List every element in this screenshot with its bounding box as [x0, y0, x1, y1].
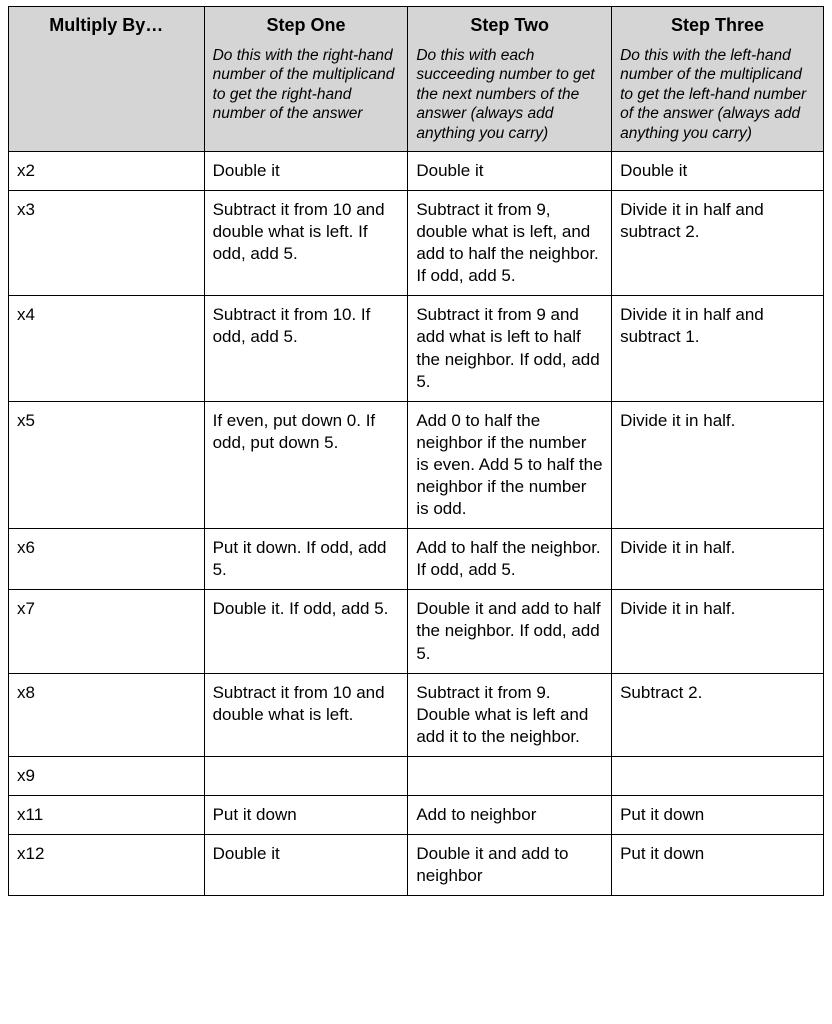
- cell-step-one: Subtract it from 10 and double what is l…: [204, 190, 408, 295]
- cell-step-three: [612, 756, 824, 795]
- table-row: x9: [9, 756, 824, 795]
- cell-step-three: Divide it in half.: [612, 590, 824, 673]
- cell-step-one: If even, put down 0. If odd, put down 5.: [204, 401, 408, 528]
- cell-multiplier: x6: [9, 529, 205, 590]
- header-title: Step Two: [416, 15, 603, 36]
- header-title: Step Three: [620, 15, 815, 36]
- cell-step-two: Subtract it from 9, double what is left,…: [408, 190, 612, 295]
- cell-step-three: Divide it in half and subtract 2.: [612, 190, 824, 295]
- table-body: x2 Double it Double it Double it x3 Subt…: [9, 151, 824, 895]
- table-row: x11 Put it down Add to neighbor Put it d…: [9, 796, 824, 835]
- cell-multiplier: x8: [9, 673, 205, 756]
- header-step-three: Step Three Do this with the left-hand nu…: [612, 7, 824, 152]
- multiplication-steps-table: Multiply By… Step One Do this with the r…: [8, 6, 824, 896]
- cell-multiplier: x5: [9, 401, 205, 528]
- header-subtitle: Do this with the right-hand number of th…: [213, 46, 400, 124]
- cell-step-two: Add 0 to half the neighbor if the number…: [408, 401, 612, 528]
- header-step-one: Step One Do this with the right-hand num…: [204, 7, 408, 152]
- cell-multiplier: x4: [9, 296, 205, 401]
- header-subtitle: Do this with each succeeding number to g…: [416, 46, 603, 143]
- cell-step-three: Divide it in half and subtract 1.: [612, 296, 824, 401]
- cell-step-two: Add to neighbor: [408, 796, 612, 835]
- header-title: Multiply By…: [17, 15, 196, 36]
- header-multiply-by: Multiply By…: [9, 7, 205, 152]
- table-row: x8 Subtract it from 10 and double what i…: [9, 673, 824, 756]
- cell-multiplier: x12: [9, 835, 205, 896]
- cell-step-two: Add to half the neighbor. If odd, add 5.: [408, 529, 612, 590]
- cell-step-two: Double it: [408, 151, 612, 190]
- header-title: Step One: [213, 15, 400, 36]
- table-row: x7 Double it. If odd, add 5. Double it a…: [9, 590, 824, 673]
- cell-step-three: Put it down: [612, 796, 824, 835]
- cell-step-one: Put it down: [204, 796, 408, 835]
- cell-step-two: Subtract it from 9. Double what is left …: [408, 673, 612, 756]
- cell-step-three: Put it down: [612, 835, 824, 896]
- cell-step-one: Double it. If odd, add 5.: [204, 590, 408, 673]
- cell-step-one: Subtract it from 10. If odd, add 5.: [204, 296, 408, 401]
- cell-step-three: Subtract 2.: [612, 673, 824, 756]
- table-row: x3 Subtract it from 10 and double what i…: [9, 190, 824, 295]
- cell-step-three: Divide it in half.: [612, 529, 824, 590]
- cell-step-one: Double it: [204, 151, 408, 190]
- cell-step-one: Double it: [204, 835, 408, 896]
- table-row: x5 If even, put down 0. If odd, put down…: [9, 401, 824, 528]
- header-subtitle: Do this with the left-hand number of the…: [620, 46, 815, 143]
- header-row: Multiply By… Step One Do this with the r…: [9, 7, 824, 152]
- cell-multiplier: x11: [9, 796, 205, 835]
- table-row: x6 Put it down. If odd, add 5. Add to ha…: [9, 529, 824, 590]
- cell-multiplier: x7: [9, 590, 205, 673]
- cell-step-one: Subtract it from 10 and double what is l…: [204, 673, 408, 756]
- cell-step-two: [408, 756, 612, 795]
- table-row: x12 Double it Double it and add to neigh…: [9, 835, 824, 896]
- cell-multiplier: x2: [9, 151, 205, 190]
- cell-step-three: Divide it in half.: [612, 401, 824, 528]
- cell-multiplier: x9: [9, 756, 205, 795]
- table-row: x4 Subtract it from 10. If odd, add 5. S…: [9, 296, 824, 401]
- cell-step-two: Subtract it from 9 and add what is left …: [408, 296, 612, 401]
- cell-multiplier: x3: [9, 190, 205, 295]
- cell-step-three: Double it: [612, 151, 824, 190]
- header-step-two: Step Two Do this with each succeeding nu…: [408, 7, 612, 152]
- cell-step-one: Put it down. If odd, add 5.: [204, 529, 408, 590]
- cell-step-two: Double it and add to half the neighbor. …: [408, 590, 612, 673]
- table-row: x2 Double it Double it Double it: [9, 151, 824, 190]
- cell-step-two: Double it and add to neighbor: [408, 835, 612, 896]
- cell-step-one: [204, 756, 408, 795]
